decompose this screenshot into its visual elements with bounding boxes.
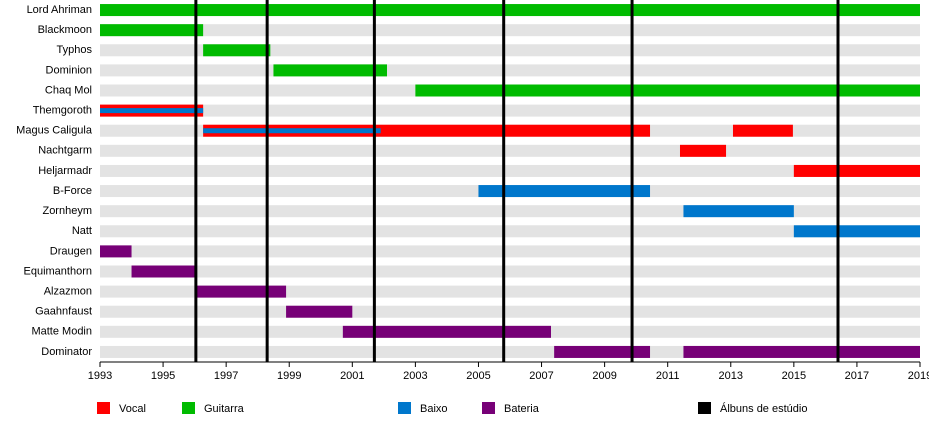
row-label: Natt: [72, 225, 92, 237]
x-tick-label: 2015: [782, 370, 806, 382]
member-bar: [732, 124, 793, 137]
row-stripe: [100, 245, 920, 258]
member-bar: [793, 225, 920, 238]
row-label: Matte Modin: [31, 326, 92, 338]
row-stripe: [100, 144, 920, 157]
legend-label: Bateria: [504, 403, 540, 415]
row-stripe: [100, 225, 920, 238]
row-label: Heljarmadr: [38, 165, 92, 177]
member-bar: [415, 84, 920, 97]
row-stripe: [100, 24, 920, 37]
x-tick-label: 2019: [908, 370, 929, 382]
row-stripe: [100, 305, 920, 318]
row-label: Zornheym: [42, 205, 92, 217]
row-stripe: [100, 265, 920, 278]
x-tick-label: 2009: [592, 370, 616, 382]
member-bar: [100, 108, 204, 114]
row-stripe: [100, 104, 920, 117]
member-bar: [273, 64, 387, 77]
legend-swatch: [698, 402, 711, 414]
x-tick-label: 1999: [277, 370, 301, 382]
member-bar: [342, 325, 551, 338]
legend-label: Baixo: [420, 403, 448, 415]
legend-label: Guitarra: [204, 403, 245, 415]
row-label: Blackmoon: [38, 24, 92, 36]
member-bar: [203, 128, 381, 134]
row-label: Dominion: [46, 64, 92, 76]
member-bar: [100, 24, 204, 37]
member-bar: [554, 345, 651, 358]
x-tick-label: 2003: [403, 370, 427, 382]
row-label: Nachtgarm: [38, 145, 92, 157]
member-bar: [793, 164, 920, 177]
member-bar: [131, 265, 195, 278]
row-label: Draugen: [50, 245, 92, 257]
row-stripe: [100, 64, 920, 77]
legend-swatch: [482, 402, 495, 414]
member-bar: [203, 44, 271, 57]
member-bar: [679, 144, 727, 157]
row-stripe: [100, 44, 920, 57]
x-tick-label: 2005: [466, 370, 490, 382]
member-bar: [683, 205, 794, 218]
row-label: Themgoroth: [33, 105, 92, 117]
member-bar: [478, 185, 651, 198]
x-tick-label: 1993: [88, 370, 112, 382]
x-tick-label: 2001: [340, 370, 364, 382]
x-tick-label: 2013: [719, 370, 743, 382]
row-label: Dominator: [41, 346, 92, 358]
row-label: Alzazmon: [44, 286, 92, 298]
member-bar: [203, 124, 651, 137]
row-label: Gaahnfaust: [35, 306, 92, 318]
row-stripe: [100, 205, 920, 218]
row-label: Chaq Mol: [45, 84, 92, 96]
member-bar: [100, 245, 132, 258]
x-tick-label: 2011: [656, 370, 680, 382]
row-stripe: [100, 164, 920, 177]
legend-label: Vocal: [119, 403, 146, 415]
legend-swatch: [97, 402, 110, 414]
x-tick-label: 1995: [151, 370, 175, 382]
member-bar: [100, 4, 920, 17]
x-tick-label: 2007: [529, 370, 553, 382]
row-label: Magus Caligula: [16, 125, 93, 137]
legend-swatch: [398, 402, 411, 414]
row-stripe: [100, 285, 920, 298]
row-label: Typhos: [57, 44, 93, 56]
member-bar: [286, 305, 353, 318]
legend-swatch: [182, 402, 195, 414]
legend-label: Álbuns de estúdio: [720, 402, 807, 415]
x-tick-label: 1997: [214, 370, 238, 382]
x-tick-label: 2017: [845, 370, 869, 382]
member-bar: [194, 285, 287, 298]
row-label: B-Force: [53, 185, 92, 197]
row-label: Equimanthorn: [24, 265, 93, 277]
row-label: Lord Ahriman: [27, 4, 92, 16]
member-bar: [683, 345, 920, 358]
